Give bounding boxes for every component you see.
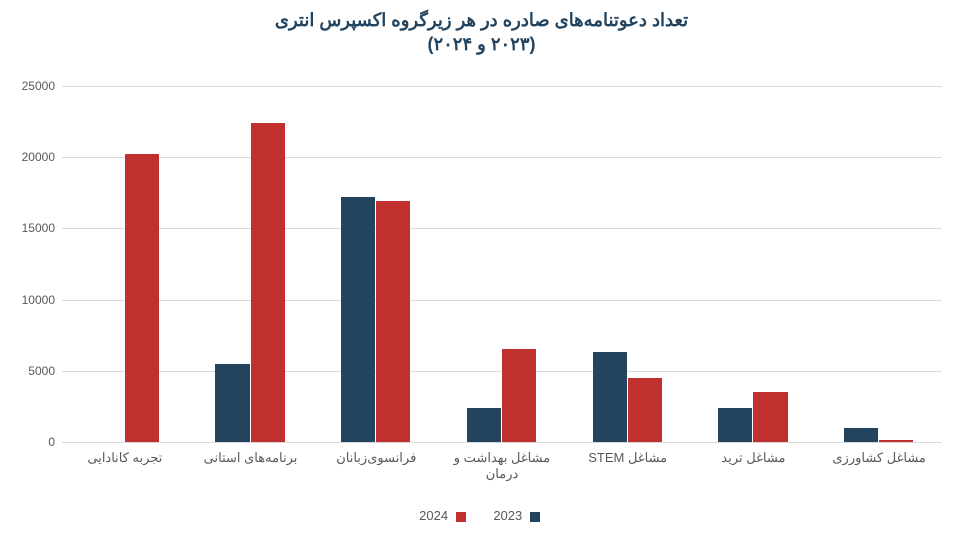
bar-2023 — [718, 408, 752, 442]
category-label: مشاغل ترید — [691, 450, 817, 466]
gridline — [62, 228, 942, 229]
bar-2024 — [125, 154, 159, 442]
category-label: مشاغل کشاورزی — [816, 450, 942, 466]
gridline — [62, 442, 942, 443]
bar-2024 — [376, 201, 410, 442]
y-tick-label: 20000 — [5, 150, 55, 164]
plot-area — [62, 86, 942, 442]
gridline — [62, 300, 942, 301]
legend-swatch-2023 — [530, 512, 540, 522]
chart-title-line2: (۲۰۲۳ و ۲۰۲۴) — [427, 34, 535, 54]
legend-item-2024: 2024 — [419, 508, 470, 523]
bar-2023 — [467, 408, 501, 442]
y-tick-label: 10000 — [5, 293, 55, 307]
bar-2023 — [341, 197, 375, 442]
gridline — [62, 86, 942, 87]
bar-2024 — [879, 440, 913, 442]
category-label: برنامه‌های استانی — [188, 450, 314, 466]
chart-title-line1: تعداد دعوتنامه‌های صادره در هر زیرگروه ا… — [275, 10, 688, 30]
legend-label-2024: 2024 — [419, 508, 448, 523]
legend-swatch-2024 — [456, 512, 466, 522]
chart-container: تعداد دعوتنامه‌های صادره در هر زیرگروه ا… — [0, 0, 963, 539]
bar-2024 — [753, 392, 787, 442]
category-label: مشاغل STEM — [565, 450, 691, 466]
y-tick-label: 5000 — [5, 364, 55, 378]
bar-2023 — [844, 428, 878, 442]
category-label: فرانسوی‌زبانان — [313, 450, 439, 466]
bar-2024 — [251, 123, 285, 442]
y-tick-label: 15000 — [5, 221, 55, 235]
bar-2024 — [628, 378, 662, 442]
chart-title: تعداد دعوتنامه‌های صادره در هر زیرگروه ا… — [0, 8, 963, 57]
bar-2023 — [215, 364, 249, 442]
category-label: تجربه کانادایی — [62, 450, 188, 466]
legend-label-2023: 2023 — [493, 508, 522, 523]
y-tick-label: 0 — [5, 435, 55, 449]
bar-2024 — [502, 349, 536, 442]
legend-item-2023: 2023 — [493, 508, 544, 523]
category-label: مشاغل بهداشت و درمان — [439, 450, 565, 483]
bar-2023 — [593, 352, 627, 442]
gridline — [62, 157, 942, 158]
chart-legend: 2023 2024 — [0, 508, 963, 523]
y-tick-label: 25000 — [5, 79, 55, 93]
